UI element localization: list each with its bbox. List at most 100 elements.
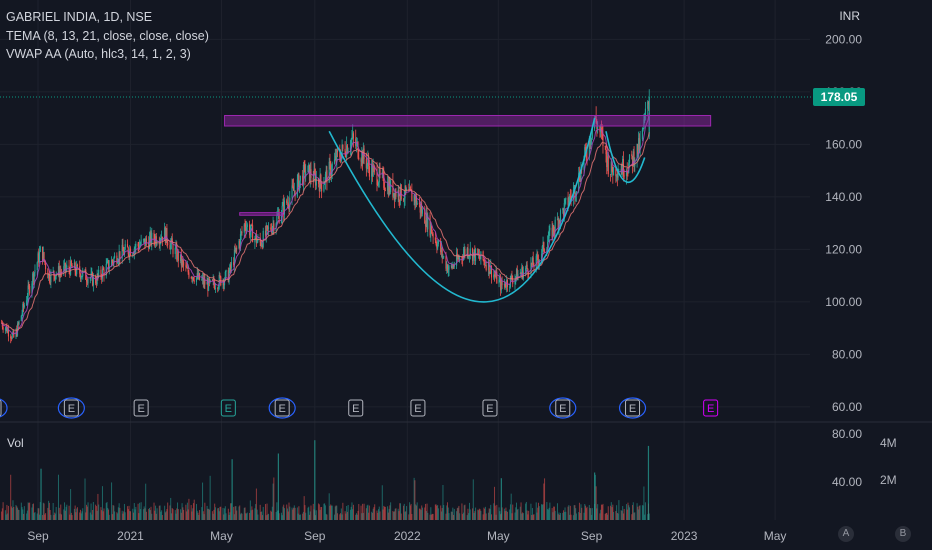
candle-body <box>530 262 532 275</box>
candle-body <box>11 333 13 339</box>
volume-bar <box>595 486 597 520</box>
candle-body <box>176 251 179 260</box>
volume-bar <box>307 507 309 520</box>
candle-body <box>296 179 298 197</box>
volume-bar <box>170 513 172 520</box>
candle-body <box>326 170 328 183</box>
candle-body <box>424 209 426 224</box>
candle-body <box>82 270 84 277</box>
candle-body <box>381 172 383 174</box>
volume-bar <box>92 509 94 520</box>
candle-body <box>63 262 66 267</box>
volume-bar <box>127 509 129 520</box>
volume-bar <box>383 505 385 520</box>
candle-body <box>207 281 209 291</box>
vwap-legend[interactable]: VWAP AA (Auto, hlc3, 14, 1, 2, 3) <box>6 47 191 61</box>
auto-scale-button[interactable]: A <box>838 526 854 542</box>
candle-body <box>36 262 38 271</box>
volume-bar <box>514 512 516 520</box>
volume-bar <box>483 507 485 520</box>
volume-bar <box>48 500 50 520</box>
candle-body <box>420 206 422 213</box>
candle-body <box>63 266 65 273</box>
candle-body <box>617 172 619 178</box>
earnings-ring <box>268 397 296 419</box>
candle-body <box>261 244 264 248</box>
volume-bar <box>398 511 400 520</box>
volume-bar <box>399 503 401 520</box>
candle-body <box>75 271 77 275</box>
candle-body <box>446 264 448 269</box>
earnings-marker-label: E <box>707 403 714 415</box>
volume-bar <box>372 508 374 520</box>
candle-body <box>425 213 427 227</box>
volume-bar <box>525 503 527 520</box>
volume-bar <box>430 507 432 520</box>
volume-bar <box>108 514 110 520</box>
volume-bar <box>12 500 14 520</box>
volume-legend[interactable]: Vol <box>7 436 24 450</box>
volume-tick-label: 40.00 <box>832 475 862 489</box>
volume-bar <box>202 511 204 520</box>
volume-bar <box>277 510 279 520</box>
candle-body <box>256 241 258 244</box>
candle-body <box>193 280 195 282</box>
candle-body <box>23 305 25 308</box>
candle-body <box>128 253 130 257</box>
symbol-legend[interactable]: GABRIEL INDIA, 1D, NSE <box>6 10 153 24</box>
volume-bar <box>330 505 332 520</box>
earnings-box <box>63 399 79 417</box>
volume-bar <box>281 515 283 520</box>
price-tick-label: 160.00 <box>825 137 862 151</box>
candle-body <box>350 139 352 148</box>
candle-body <box>214 284 216 289</box>
candle-body <box>320 174 322 184</box>
tema-legend[interactable]: TEMA (8, 13, 21, close, close, close) <box>6 29 209 43</box>
candle-body <box>371 164 373 177</box>
candle-body <box>4 328 6 330</box>
volume-bar <box>485 513 487 520</box>
candle-body <box>121 244 123 259</box>
volume-bar <box>453 514 455 520</box>
volume-bar <box>517 508 519 520</box>
volume-bar <box>632 502 634 520</box>
volume-bar <box>302 511 304 520</box>
volume-bar <box>276 502 278 520</box>
candle-body <box>113 257 115 263</box>
drawing-annotations[interactable] <box>224 115 712 303</box>
volume-bar <box>600 504 602 520</box>
candle-body <box>503 283 505 286</box>
volume-bar <box>158 505 160 520</box>
candle-body <box>17 323 19 325</box>
candle-body <box>312 177 314 182</box>
volume-bar <box>182 507 184 520</box>
candle-body <box>489 272 491 274</box>
candle-body <box>616 176 618 177</box>
earnings-box <box>555 399 571 417</box>
candle-body <box>318 183 320 192</box>
volume-bar <box>621 510 623 520</box>
volume-bar <box>418 508 420 520</box>
volume-bar <box>296 507 298 520</box>
volume-bar <box>341 514 343 520</box>
volume-bar <box>552 512 554 520</box>
volume-bar <box>298 506 300 520</box>
candle-body <box>602 132 604 147</box>
candle-body <box>339 152 341 158</box>
candle-body <box>604 146 606 147</box>
volume-bar <box>638 509 640 520</box>
earnings-markers[interactable]: EEEEEEEEEEE <box>0 397 719 419</box>
volume-bar <box>373 507 375 520</box>
volume-bar <box>379 511 381 520</box>
volume-bar <box>87 502 89 520</box>
volume-bar <box>448 513 450 520</box>
candle-body <box>145 238 147 242</box>
volume-bar <box>440 505 442 520</box>
volume-bar <box>443 505 445 520</box>
log-scale-button[interactable]: B <box>895 526 911 542</box>
candle-body <box>393 193 395 201</box>
candle-body <box>367 159 369 164</box>
candle-body <box>466 248 468 255</box>
candle-body <box>241 231 243 233</box>
